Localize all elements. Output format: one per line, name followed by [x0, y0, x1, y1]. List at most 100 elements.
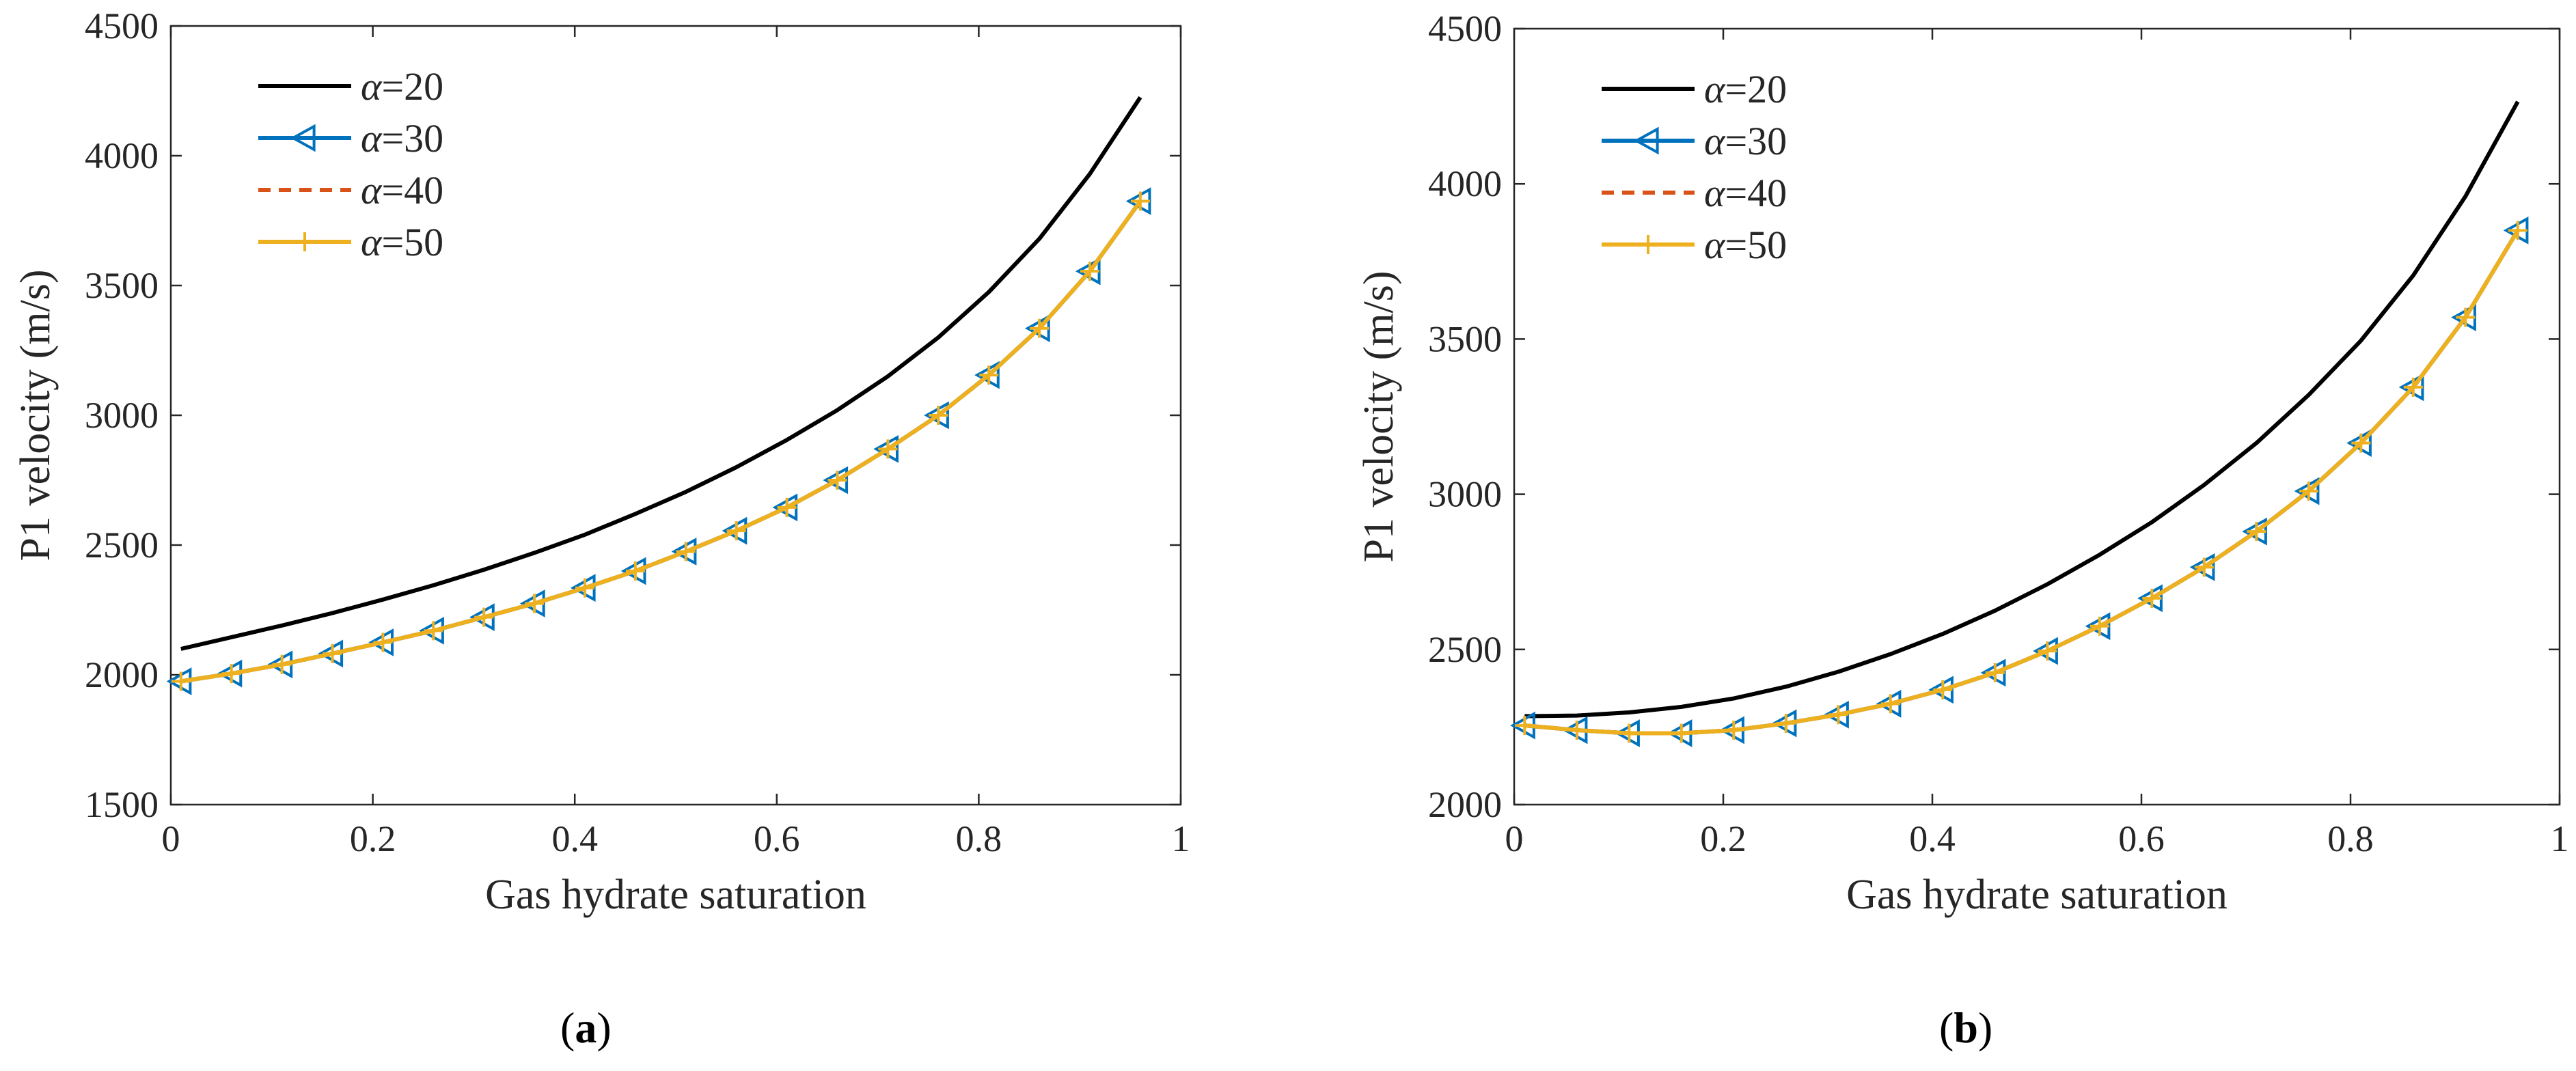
x-tick-label: 1: [1172, 818, 1190, 859]
marker-plus: [929, 406, 948, 425]
legend-greek: α: [1704, 223, 1726, 267]
caption-b: (b): [1939, 1003, 1993, 1052]
marker-plus: [2508, 221, 2527, 240]
series-line: [180, 199, 1142, 684]
marker-plus: [171, 671, 191, 691]
legend-label: α=30: [1704, 119, 1787, 163]
x-tick-label: 0.2: [1700, 818, 1746, 859]
marker-plus: [2089, 616, 2109, 636]
series-line: [1524, 229, 2520, 736]
marker-plus: [1515, 716, 1535, 736]
marker-plus: [1985, 663, 2005, 682]
marker-plus: [979, 365, 999, 385]
legend-greek: α: [1704, 171, 1726, 215]
marker-plus: [676, 542, 696, 561]
y-tick-label: 4500: [85, 5, 159, 46]
x-tick-label: 0.8: [2327, 818, 2374, 859]
caption-a: (a): [560, 1003, 612, 1052]
legend-label: α=20: [1704, 67, 1787, 111]
legend-label: α=40: [361, 168, 443, 212]
y-tick-label: 3000: [1428, 474, 1502, 515]
legend-greek: α: [361, 168, 383, 212]
marker-plus: [1776, 713, 1796, 733]
series-α=30: [1510, 216, 2529, 747]
y-tick-label: 2500: [1428, 629, 1502, 670]
marker-plus: [323, 643, 342, 663]
plot-frame: [169, 25, 1182, 806]
marker-plus: [2351, 433, 2371, 453]
marker-plus: [2403, 377, 2423, 397]
series-line: [180, 199, 1142, 684]
marker-plus: [1619, 723, 1639, 743]
series-α=50: [171, 191, 1150, 691]
caption-a-label: a: [575, 1003, 597, 1052]
legend-greek: α: [1704, 119, 1726, 163]
marker-plus: [777, 497, 797, 517]
legend: α=20α=30α=40α=50: [1602, 67, 1787, 267]
y-tick-label: 2500: [85, 525, 159, 566]
series-α=20: [1524, 100, 2520, 719]
series-α=40: [180, 199, 1142, 684]
y-tick-label: 1500: [85, 784, 159, 825]
legend-greek: α: [1704, 67, 1726, 111]
y-tick-label: 4500: [1428, 8, 1502, 49]
series-line: [180, 199, 1142, 684]
marker-plus: [1933, 680, 1953, 699]
legend-greek: α: [361, 64, 383, 109]
marker-plus: [1567, 720, 1587, 740]
legend-greek: α: [361, 220, 383, 264]
y-tick-label: 4000: [85, 135, 159, 176]
legend: α=20α=30α=40α=50: [258, 64, 443, 264]
x-tick-label: 0.4: [1909, 818, 1956, 859]
legend-greek: α: [361, 116, 383, 161]
legend-suffix: =20: [381, 64, 443, 109]
marker-plus: [575, 578, 594, 598]
marker-plus: [1724, 720, 1744, 740]
x-axis-label: Gas hydrate saturation: [1846, 872, 2228, 918]
marker-plus: [295, 232, 314, 251]
chart-b: 0 0.2 0.4 0.6 0.8 1 2000 2500 3000 3500 4000 4500 Ga…: [1356, 8, 2569, 918]
x-tick-label: 0: [1505, 818, 1524, 859]
legend-suffix: =30: [1725, 119, 1787, 163]
marker-plus: [272, 654, 292, 674]
y-tick-label: 3500: [1428, 318, 1502, 359]
legend-suffix: =50: [1725, 223, 1787, 267]
marker-plus: [221, 664, 241, 684]
chart-a: 0 0.2 0.4 0.6 0.8 1 1500 2000 2500 3000 3500 4000 45…: [12, 5, 1190, 918]
x-tick-label: 0.6: [2118, 818, 2165, 859]
y-tick-label: 2000: [1428, 784, 1502, 825]
legend-label: α=40: [1704, 171, 1787, 215]
marker-plus: [2194, 557, 2214, 577]
x-tick-label: 0.4: [551, 818, 598, 859]
legend-suffix: =40: [381, 168, 443, 212]
series-line: [1524, 229, 2520, 736]
y-tick-label: 3500: [85, 265, 159, 306]
marker-plus: [2456, 307, 2476, 327]
marker-plus: [2038, 641, 2057, 661]
x-tick-label: 0.2: [350, 818, 396, 859]
marker-plus: [373, 632, 393, 652]
marker-plus: [2142, 588, 2162, 608]
marker-plus: [1880, 694, 1900, 714]
y-axis-label: P1 velocity (m/s): [12, 269, 59, 561]
marker-plus: [1030, 318, 1050, 338]
marker-triangle: [290, 124, 316, 152]
marker-plus: [1671, 723, 1691, 743]
marker-plus: [1080, 262, 1099, 281]
legend-label: α=20: [361, 64, 443, 109]
legend-suffix: =20: [1725, 67, 1787, 111]
marker-plus: [474, 607, 494, 627]
series-line: [180, 96, 1142, 651]
marker-plus: [726, 521, 746, 541]
legend-label: α=30: [361, 116, 443, 161]
marker-plus: [625, 561, 645, 581]
series-line: [1524, 229, 2520, 736]
x-tick-label: 0.6: [754, 818, 800, 859]
marker-plus: [878, 439, 898, 459]
y-tick-label: 3000: [85, 395, 159, 436]
legend-suffix: =40: [1725, 171, 1787, 215]
legend-suffix: =50: [381, 220, 443, 264]
series-line: [1524, 100, 2520, 719]
marker-plus: [827, 471, 847, 490]
